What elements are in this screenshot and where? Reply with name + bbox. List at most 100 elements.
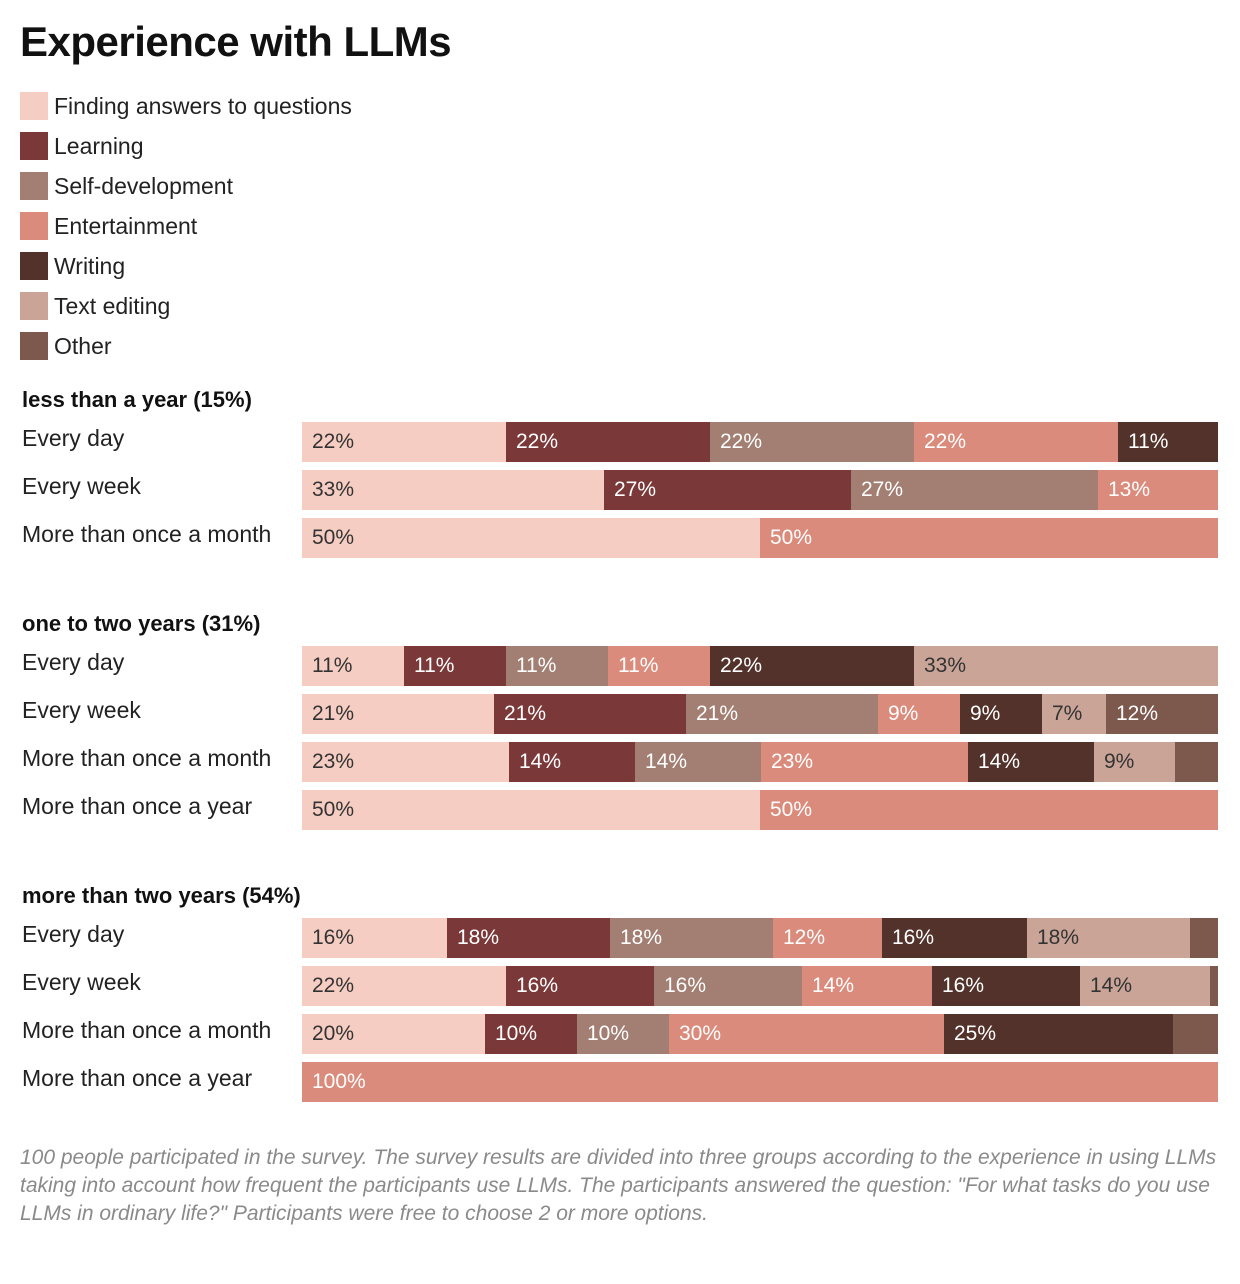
bar-segment-finding-answers-to-questions: 16% [302, 918, 447, 958]
group-title: one to two years (31%) [22, 611, 261, 636]
stacked-bar: 23% 14% 14% 23% 14% 9% [302, 742, 1218, 782]
bar-segment-self-development: 16% [654, 966, 802, 1006]
data-label: 18% [1037, 926, 1080, 949]
data-label: 23% [312, 750, 355, 773]
stacked-bar: 22% 16% 16% 14% 16% 14% [302, 966, 1218, 1006]
bar-segment-entertainment: 13% [1098, 470, 1218, 510]
category-label: More than once a year [22, 1065, 253, 1091]
bar-segment-writing: 25% [944, 1014, 1173, 1054]
data-label: 9% [888, 702, 919, 725]
bar-row: Every week 21% 21% 21% 9% 9% 7% 12% [0, 690, 1240, 738]
legend-swatch [20, 172, 48, 200]
legend-swatch [20, 252, 48, 280]
bar-segment-writing: 16% [932, 966, 1080, 1006]
bar-segment-learning: 14% [509, 742, 635, 782]
bar-row: Every day 11% 11% 11% 11% 22% 33% [0, 642, 1240, 690]
legend-item-self-development: Self-development [20, 166, 352, 206]
data-label: 11% [618, 654, 659, 677]
bar-segment-entertainment: 12% [773, 918, 882, 958]
bar-segment-text-editing: 7% [1042, 694, 1106, 734]
bar-segment-finding-answers-to-questions: 22% [302, 966, 506, 1006]
bar-segment-entertainment: 23% [761, 742, 968, 782]
bar-segment-self-development: 27% [851, 470, 1098, 510]
data-label: 11% [516, 654, 557, 677]
bar-segment-entertainment: 50% [760, 790, 1218, 830]
stacked-bar: 21% 21% 21% 9% 9% 7% 12% [302, 694, 1218, 734]
data-label: 22% [312, 974, 355, 997]
bar-segment-entertainment: 9% [878, 694, 960, 734]
bar-segment-finding-answers-to-questions: 22% [302, 422, 506, 462]
bar-row: More than once a year 100% [0, 1058, 1240, 1106]
data-label: 21% [696, 702, 739, 725]
bar-segment-text-editing: 33% [914, 646, 1218, 686]
bar-segment-other: 12% [1106, 694, 1218, 734]
data-label: 7% [1052, 702, 1083, 725]
legend-label: Text editing [54, 292, 171, 319]
data-label: 13% [1108, 478, 1151, 501]
data-label: 33% [312, 478, 355, 501]
bar-segment-self-development: 22% [710, 422, 914, 462]
data-label: 10% [495, 1022, 538, 1045]
data-label: 21% [504, 702, 547, 725]
data-label: 18% [620, 926, 663, 949]
stacked-bar: 20% 10% 10% 30% 25% [302, 1014, 1218, 1054]
category-label: Every day [22, 649, 125, 675]
legend-item-writing: Writing [20, 246, 352, 286]
footnote: 100 people participated in the survey. T… [20, 1146, 1217, 1225]
bar-segment-learning: 27% [604, 470, 851, 510]
data-label: 14% [1090, 974, 1133, 997]
bar-row: More than once a year 50% 50% [0, 786, 1240, 834]
bar-segment-learning: 11% [404, 646, 506, 686]
bar-row: More than once a month 50% 50% [0, 514, 1240, 562]
data-label: 12% [783, 926, 826, 949]
data-label: 11% [414, 654, 455, 677]
category-label: Every week [22, 969, 141, 995]
category-label: Every week [22, 697, 141, 723]
legend-swatch [20, 212, 48, 240]
category-label: Every day [22, 921, 125, 947]
legend-swatch [20, 292, 48, 320]
bar-segment-entertainment: 50% [760, 518, 1218, 558]
chart-title: Experience with LLMs [20, 18, 452, 65]
bar-segment-finding-answers-to-questions: 23% [302, 742, 509, 782]
legend-label: Self-development [54, 172, 233, 199]
data-label: 22% [312, 430, 355, 453]
data-label: 11% [312, 654, 353, 677]
bar-row: More than once a month 23% 14% 14% 23% 14% 9% [0, 738, 1240, 786]
bar-row: Every day 22% 22% 22% 22% 11% [0, 418, 1240, 466]
data-label: 100% [312, 1070, 366, 1093]
bar-segment-self-development: 10% [577, 1014, 669, 1054]
bar-segment-writing: 9% [960, 694, 1042, 734]
data-label: 22% [720, 654, 763, 677]
legend-item-finding-answers-to-questions: Finding answers to questions [20, 86, 352, 126]
data-label: 50% [770, 798, 813, 821]
data-label: 23% [771, 750, 814, 773]
group-title: more than two years (54%) [22, 883, 301, 908]
stacked-bar: 22% 22% 22% 22% 11% [302, 422, 1218, 462]
bar-segment-text-editing: 14% [1080, 966, 1210, 1006]
category-label: More than once a year [22, 793, 253, 819]
bar-segment-writing: 16% [882, 918, 1027, 958]
data-label: 20% [312, 1022, 355, 1045]
bar-segment-learning: 18% [447, 918, 610, 958]
bar-row: Every week 22% 16% 16% 14% 16% 14% [0, 962, 1240, 1010]
data-label: 30% [679, 1022, 722, 1045]
bar-segment-finding-answers-to-questions: 20% [302, 1014, 485, 1054]
data-label: 50% [312, 798, 355, 821]
category-label: More than once a month [22, 521, 272, 547]
bar-segment-other [1190, 918, 1218, 958]
bar-segment-entertainment: 30% [669, 1014, 944, 1054]
legend-item-entertainment: Entertainment [20, 206, 352, 246]
data-label: 25% [954, 1022, 997, 1045]
bar-segment-entertainment: 11% [608, 646, 710, 686]
bar-segment-finding-answers-to-questions: 11% [302, 646, 404, 686]
bar-segment-learning: 16% [506, 966, 654, 1006]
legend-swatch [20, 332, 48, 360]
legend-label: Entertainment [54, 212, 198, 239]
legend-swatch [20, 92, 48, 120]
bar-segment-entertainment: 22% [914, 422, 1118, 462]
bar-segment-writing: 22% [710, 646, 914, 686]
data-label: 22% [516, 430, 559, 453]
group-more-than-two-years-54: more than two years (54%) Every day 16% 18%… [0, 874, 1240, 1106]
data-label: 21% [312, 702, 355, 725]
